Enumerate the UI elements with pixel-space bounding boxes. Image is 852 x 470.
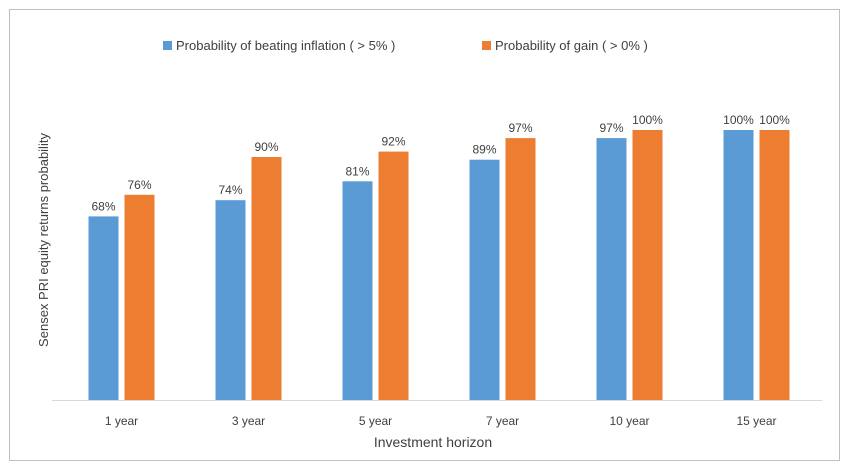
- data-label: 100%: [759, 113, 790, 127]
- data-label: 90%: [254, 140, 278, 154]
- bars: [88, 130, 790, 400]
- data-label: 97%: [508, 121, 532, 135]
- data-label: 100%: [632, 113, 663, 127]
- data-label: 97%: [599, 121, 623, 135]
- bar-inflation-7-year: [469, 159, 500, 400]
- legend-swatch: [482, 41, 491, 50]
- data-label: 100%: [723, 113, 754, 127]
- x-tick-label: 5 year: [359, 414, 392, 428]
- bar-inflation-10-year: [596, 138, 627, 400]
- bar-inflation-15-year: [723, 130, 754, 400]
- bar-inflation-5-year: [342, 181, 373, 400]
- bar-gain-5-year: [378, 151, 409, 400]
- data-label: 89%: [472, 143, 496, 157]
- bar-gain-15-year: [759, 130, 790, 400]
- bar-gain-10-year: [632, 130, 663, 400]
- legend: Probability of beating inflation ( > 5% …: [163, 38, 648, 53]
- data-label: 92%: [381, 135, 405, 149]
- x-axis-title: Investment horizon: [374, 434, 492, 450]
- legend-label: Probability of beating inflation ( > 5% …: [176, 38, 395, 53]
- bar-inflation-3-year: [215, 200, 246, 400]
- x-tick-label: 7 year: [486, 414, 519, 428]
- data-label: 74%: [218, 183, 242, 197]
- bar-gain-7-year: [505, 138, 536, 400]
- legend-label: Probability of gain ( > 0% ): [495, 38, 648, 53]
- data-label: 81%: [345, 164, 369, 178]
- x-tick-labels: 1 year 3 year 5 year 7 year 10 year 15 year: [105, 414, 777, 428]
- x-tick-label: 10 year: [609, 414, 649, 428]
- y-axis-title: Sensex PRI equity returns probability: [36, 133, 51, 347]
- x-tick-label: 1 year: [105, 414, 138, 428]
- bar-gain-1-year: [124, 194, 155, 400]
- x-tick-label: 3 year: [232, 414, 265, 428]
- data-label: 76%: [127, 178, 151, 192]
- data-label: 68%: [91, 199, 115, 213]
- bar-gain-3-year: [251, 157, 282, 400]
- x-tick-label: 15 year: [736, 414, 776, 428]
- bar-inflation-1-year: [88, 216, 119, 400]
- value-labels: 68% 76% 74% 90% 81% 92% 89% 97% 97% 100% 100% 100%: [91, 113, 790, 213]
- legend-swatch: [163, 41, 172, 50]
